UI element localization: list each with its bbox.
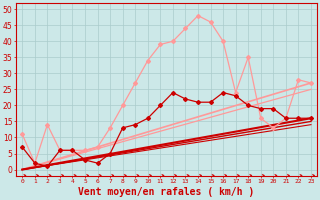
X-axis label: Vent moyen/en rafales ( km/h ): Vent moyen/en rafales ( km/h ): [78, 187, 255, 197]
